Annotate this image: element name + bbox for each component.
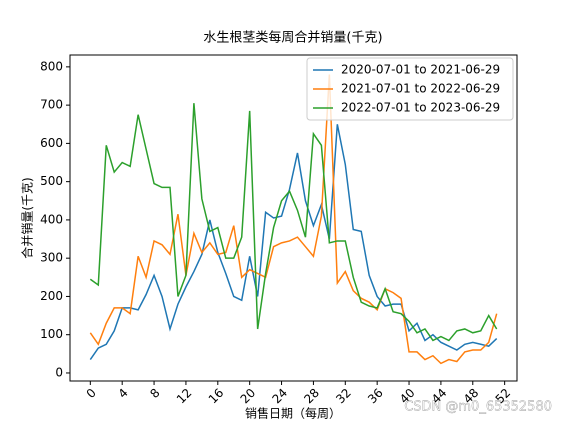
- x-tick-label: 0: [84, 386, 99, 401]
- x-tick-label: 32: [333, 386, 354, 407]
- y-axis-label: 合并销量(千克): [20, 177, 35, 258]
- x-tick-label: 36: [365, 386, 386, 407]
- legend-box: [306, 57, 514, 121]
- y-tick-label: 400: [40, 212, 63, 226]
- x-tick-label: 20: [238, 386, 259, 407]
- y-tick-label: 600: [40, 136, 63, 150]
- series-line: [89, 74, 498, 365]
- chart-title: 水生根茎类每周合并销量(千克): [203, 30, 382, 46]
- x-tick-label: 8: [147, 386, 162, 401]
- y-tick-label: 700: [40, 98, 63, 112]
- y-tick-label: 0: [55, 365, 63, 379]
- y-tick-label: 100: [40, 327, 63, 341]
- x-axis-label: 销售日期（每周）: [245, 406, 341, 421]
- plot-frame: [69, 54, 518, 382]
- y-tick-label: 300: [40, 251, 63, 265]
- x-tick-label: 24: [269, 386, 290, 407]
- y-tick-label: 800: [40, 59, 63, 73]
- y-tick-label: 200: [40, 289, 63, 303]
- x-tick-label: 4: [115, 386, 130, 401]
- x-tick-label: 12: [174, 386, 195, 407]
- watermark: CSDN @m0_65352580: [404, 400, 552, 415]
- series-line: [89, 103, 498, 342]
- series-line: [89, 124, 498, 361]
- legend-label: 2021-07-01 to 2022-06-29: [341, 82, 500, 96]
- x-tick-label: 16: [206, 386, 227, 407]
- x-tick-label: 28: [301, 386, 322, 407]
- legend-label: 2022-07-01 to 2023-06-29: [341, 101, 500, 115]
- y-tick-label: 500: [40, 174, 63, 188]
- legend-label: 2020-07-01 to 2021-06-29: [341, 63, 500, 77]
